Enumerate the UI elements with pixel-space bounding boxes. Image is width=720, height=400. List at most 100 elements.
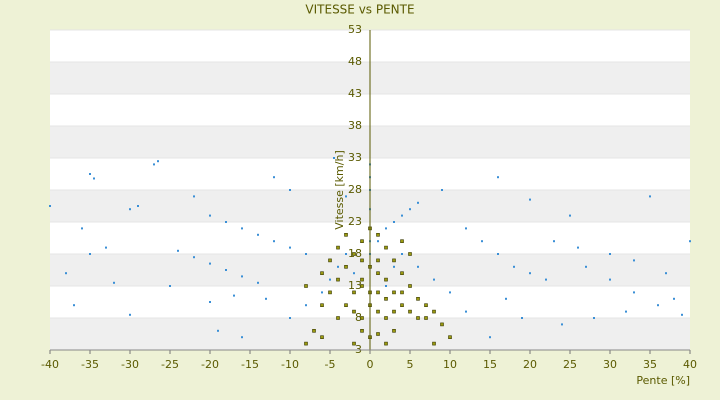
point: [408, 252, 412, 256]
point: [400, 290, 404, 295]
point: [233, 294, 235, 297]
point: [65, 272, 67, 275]
y-tick-label: 53: [348, 23, 362, 36]
point: [360, 316, 364, 320]
point: [320, 271, 324, 276]
y-tick-label: 13: [348, 279, 362, 292]
point: [352, 252, 356, 256]
point: [432, 341, 436, 346]
point: [400, 303, 404, 308]
point: [376, 258, 380, 263]
point: [377, 240, 379, 243]
x-tick-label: 30: [603, 358, 617, 371]
point: [129, 208, 131, 211]
point: [376, 290, 380, 295]
point: [209, 214, 211, 217]
point: [393, 265, 395, 268]
point: [241, 336, 243, 339]
point: [360, 284, 364, 288]
point: [465, 310, 467, 313]
point: [633, 291, 635, 294]
point: [89, 173, 91, 175]
point: [441, 189, 443, 191]
point: [593, 317, 595, 319]
point: [384, 316, 388, 320]
point: [401, 253, 403, 255]
point: [489, 336, 491, 339]
point: [360, 258, 364, 263]
x-tick-label: 5: [407, 358, 414, 371]
point: [424, 303, 428, 308]
point: [553, 240, 555, 243]
point: [505, 297, 507, 300]
x-tick-label: 35: [643, 358, 657, 371]
point: [433, 278, 435, 281]
point: [497, 253, 499, 255]
point: [344, 303, 348, 308]
point: [376, 309, 380, 314]
point: [585, 265, 587, 268]
point: [352, 290, 356, 295]
x-tick-label: -5: [325, 358, 336, 371]
point: [609, 253, 611, 255]
y-tick-label: 43: [348, 87, 362, 100]
point: [157, 160, 159, 163]
point: [345, 195, 347, 198]
point: [328, 258, 332, 263]
point: [432, 309, 436, 314]
point: [529, 198, 531, 201]
point: [385, 285, 387, 287]
point: [273, 240, 275, 243]
point: [320, 303, 324, 308]
point: [392, 290, 396, 295]
point: [153, 163, 155, 166]
point: [657, 304, 659, 307]
point: [320, 335, 324, 340]
point: [137, 205, 139, 207]
x-tick-label: -30: [121, 358, 139, 371]
point: [633, 259, 635, 262]
x-tick-label: -15: [241, 358, 259, 371]
point: [625, 310, 627, 313]
point: [273, 176, 275, 179]
point: [336, 245, 340, 250]
point: [304, 341, 308, 346]
point: [345, 253, 347, 255]
y-tick-label: 23: [348, 215, 362, 228]
point: [561, 323, 563, 326]
point: [609, 278, 611, 281]
point: [384, 277, 388, 282]
y-tick-label: 33: [348, 151, 362, 164]
x-tick-label: 0: [367, 358, 374, 371]
point: [416, 316, 420, 320]
point: [392, 309, 396, 314]
x-tick-label: 20: [523, 358, 537, 371]
point: [417, 265, 419, 268]
point: [81, 227, 83, 230]
point: [73, 304, 75, 307]
point: [352, 309, 356, 314]
y-tick-label: 28: [348, 183, 362, 196]
point: [257, 233, 259, 236]
point: [49, 205, 51, 207]
x-tick-label: -40: [41, 358, 59, 371]
point: [481, 240, 483, 243]
point: [360, 328, 364, 333]
x-tick-label: 25: [563, 358, 577, 371]
point: [416, 296, 420, 301]
point: [440, 322, 444, 327]
point: [225, 221, 227, 223]
point: [241, 227, 243, 230]
point: [257, 281, 259, 284]
point: [209, 301, 211, 303]
x-tick-label: 10: [443, 358, 457, 371]
point: [333, 157, 335, 159]
point: [352, 341, 356, 346]
point: [545, 278, 547, 281]
y-tick-label: 48: [348, 55, 362, 68]
point: [521, 317, 523, 319]
point: [569, 214, 571, 217]
point: [681, 313, 683, 316]
